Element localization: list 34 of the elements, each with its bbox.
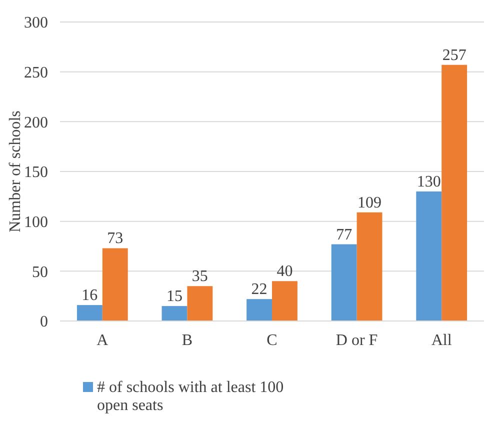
- legend-label: # of schools with at least 100 open seats: [97, 379, 284, 414]
- data-label: 15: [166, 288, 182, 306]
- x-tick-label: A: [96, 332, 109, 349]
- x-tick-label: D or F: [336, 332, 378, 349]
- bar: [331, 244, 357, 321]
- bar: [356, 212, 382, 321]
- bar: [76, 305, 102, 321]
- data-label: 257: [442, 46, 466, 64]
- x-tick-label: B: [182, 332, 193, 349]
- y-tick-label: 100: [24, 214, 48, 231]
- x-tick-label: C: [266, 332, 278, 349]
- bar: [246, 299, 272, 321]
- x-tick-label: All: [431, 332, 452, 349]
- y-tick-label: 200: [24, 114, 48, 132]
- bar: [416, 191, 442, 321]
- y-tick-label: 250: [24, 64, 48, 82]
- bar: [442, 64, 468, 321]
- data-label: 130: [416, 173, 441, 190]
- data-label: 77: [336, 226, 352, 244]
- data-label: 73: [107, 230, 124, 248]
- y-axis-title: Number of schools: [7, 110, 24, 232]
- bar: [162, 306, 188, 321]
- bar: [102, 248, 128, 321]
- y-tick-label: 0: [40, 314, 48, 331]
- bar: [187, 286, 213, 321]
- data-label: 16: [82, 287, 98, 304]
- y-tick-label: 150: [24, 164, 48, 182]
- y-tick-label: 300: [24, 14, 48, 32]
- data-label: 22: [251, 281, 268, 298]
- data-label: 109: [358, 194, 382, 212]
- bar: [272, 281, 298, 321]
- y-tick-label: 50: [32, 264, 48, 281]
- data-label: 35: [192, 268, 208, 286]
- data-label: 40: [276, 263, 293, 280]
